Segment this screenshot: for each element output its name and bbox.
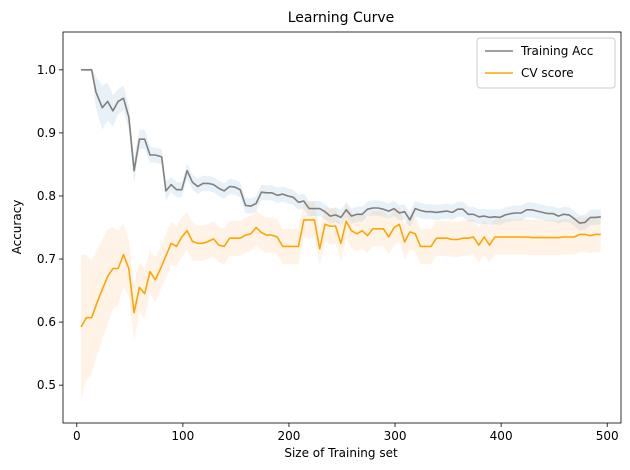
legend: Training Acc CV score: [476, 37, 616, 89]
x-tick-label: 200: [278, 429, 301, 443]
x-tick-label: 0: [73, 429, 81, 443]
y-axis-label: Accuracy: [10, 200, 24, 255]
x-axis: 0 100 200 300 400 500: [73, 423, 619, 443]
y-tick-label: 0.5: [37, 378, 56, 392]
x-tick-label: 400: [490, 429, 513, 443]
training-acc-line: [81, 69, 601, 224]
x-tick-label: 500: [596, 429, 619, 443]
plot-area: [80, 67, 601, 400]
y-tick-label: 0.6: [37, 315, 56, 329]
legend-label-cv-score: CV score: [521, 66, 574, 80]
axes-frame: [62, 31, 622, 424]
cv-score-band: [81, 202, 601, 400]
x-tick-label: 300: [384, 429, 407, 443]
y-tick-label: 1.0: [37, 63, 56, 77]
cv-score-line: [80, 219, 601, 328]
x-tick-label: 100: [171, 429, 194, 443]
y-tick-label: 0.8: [37, 189, 56, 203]
y-axis: 0.5 0.6 0.7 0.8 0.9 1.0: [37, 63, 63, 392]
x-axis-label: Size of Training set: [284, 446, 398, 460]
legend-label-training-acc: Training Acc: [520, 44, 593, 58]
y-tick-label: 0.7: [37, 252, 56, 266]
chart-title: Learning Curve: [288, 10, 395, 26]
y-tick-label: 0.9: [37, 126, 56, 140]
training-acc-band: [81, 67, 601, 231]
